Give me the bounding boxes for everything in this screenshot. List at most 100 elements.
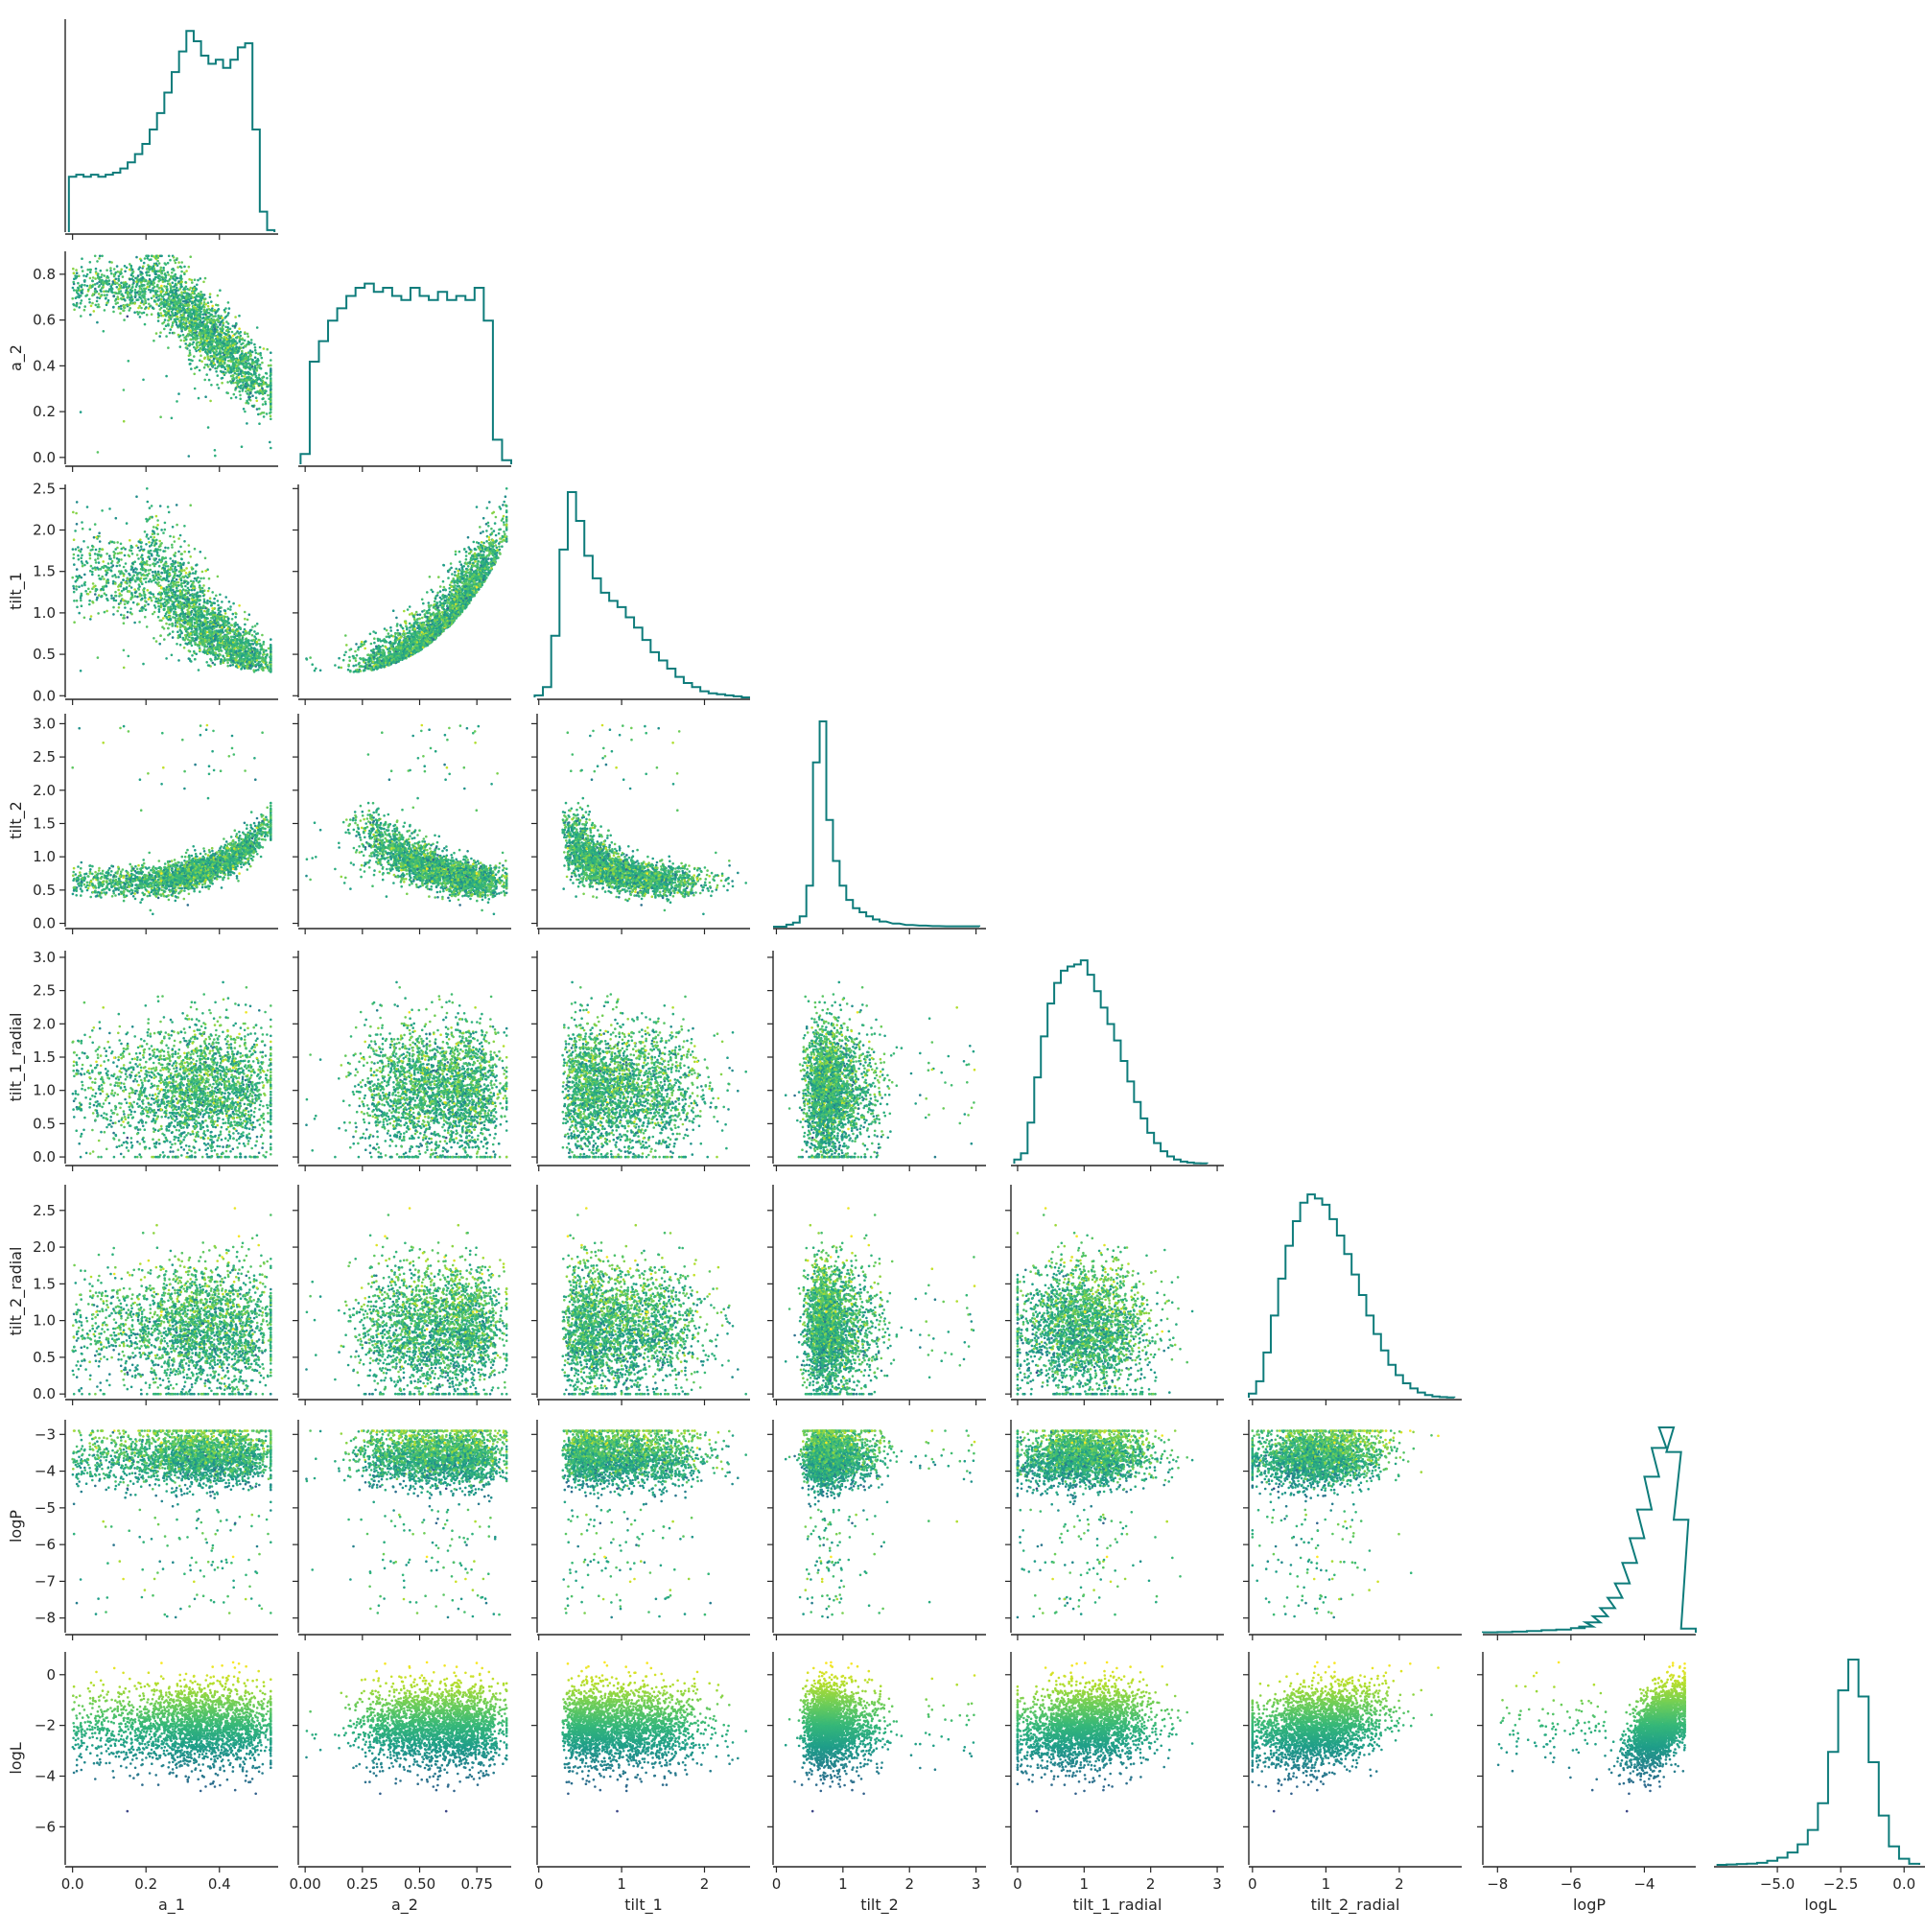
scatter-point xyxy=(169,259,172,262)
scatter-point xyxy=(259,412,262,415)
scatter-point xyxy=(203,379,206,382)
scatter-point xyxy=(176,321,178,324)
scatter-point xyxy=(156,284,159,287)
scatter-point xyxy=(191,279,194,282)
scatter-point xyxy=(266,348,269,351)
scatter-point xyxy=(114,299,117,302)
scatter-point xyxy=(176,303,178,306)
scatter-point xyxy=(195,325,198,328)
scatter-point xyxy=(100,290,103,293)
scatter-point xyxy=(200,299,202,302)
scatter-point xyxy=(147,283,150,286)
scatter-point xyxy=(211,360,214,363)
scatter-point xyxy=(85,275,88,278)
scatter-point xyxy=(207,426,210,429)
scatter-point xyxy=(147,286,150,289)
scatter-point xyxy=(236,330,239,333)
scatter-point xyxy=(78,287,81,290)
scatter-point xyxy=(202,281,205,284)
scatter-point xyxy=(141,295,144,297)
scatter-point xyxy=(176,277,179,280)
scatter-point xyxy=(103,330,106,333)
scatter-point xyxy=(167,273,170,276)
scatter-point xyxy=(167,271,170,274)
scatter-point xyxy=(196,284,199,287)
scatter-point xyxy=(217,318,220,320)
scatter-point xyxy=(204,318,207,320)
scatter-point xyxy=(189,354,192,357)
scatter-point xyxy=(222,377,224,380)
scatter-point xyxy=(199,342,201,344)
scatter-point xyxy=(216,354,219,357)
scatter-point xyxy=(116,265,119,268)
scatter-point xyxy=(134,277,137,280)
scatter-point xyxy=(72,268,75,271)
scatter-point xyxy=(92,293,95,295)
scatter-point xyxy=(157,298,160,301)
scatter-point xyxy=(130,302,133,305)
scatter-point xyxy=(243,360,246,363)
scatter-point xyxy=(153,255,155,258)
scatter-point xyxy=(240,385,243,388)
scatter-point xyxy=(171,311,174,314)
scatter-point xyxy=(131,272,134,275)
scatter-point xyxy=(230,382,233,385)
scatter-point xyxy=(124,265,127,268)
scatter-point xyxy=(89,277,92,280)
scatter-point xyxy=(222,330,224,333)
scatter-point xyxy=(141,279,144,282)
scatter-point xyxy=(143,291,146,294)
scatter-point xyxy=(204,277,207,280)
scatter-point xyxy=(232,325,235,328)
scatter-point xyxy=(182,334,185,337)
scatter-point xyxy=(270,367,272,370)
scatter-point xyxy=(118,279,121,282)
scatter-point xyxy=(238,332,241,335)
scatter-point xyxy=(151,313,153,316)
scatter-point xyxy=(248,389,251,391)
scatter-point xyxy=(228,307,231,310)
scatter-point xyxy=(118,291,121,294)
scatter-point xyxy=(78,306,81,309)
scatter-point xyxy=(270,359,272,362)
scatter-point xyxy=(128,309,130,312)
scatter-point xyxy=(94,288,97,291)
scatter-point xyxy=(123,420,126,423)
scatter-point xyxy=(216,350,219,353)
scatter-point xyxy=(191,302,194,305)
scatter-point xyxy=(96,260,99,263)
scatter-point xyxy=(163,280,166,283)
scatter-point xyxy=(144,297,147,300)
scatter-point xyxy=(119,272,122,275)
scatter-point xyxy=(264,390,267,393)
scatter-point xyxy=(270,374,272,377)
scatter-point xyxy=(109,267,112,270)
scatter-point xyxy=(119,312,122,315)
scatter-point xyxy=(128,285,130,288)
scatter-point xyxy=(142,265,145,268)
scatter-point xyxy=(220,356,223,359)
scatter-point xyxy=(131,286,134,289)
scatter-point xyxy=(211,365,214,367)
scatter-point xyxy=(153,278,156,281)
scatter-point xyxy=(250,373,253,376)
scatter-point xyxy=(202,304,205,307)
scatter-point xyxy=(185,338,188,341)
scatter-point xyxy=(194,321,197,324)
scatter-point xyxy=(146,314,149,317)
scatter-point xyxy=(259,378,262,381)
scatter-point xyxy=(137,279,140,282)
scatter-point xyxy=(179,345,182,348)
scatter-point xyxy=(199,321,201,324)
scatter-point xyxy=(224,368,227,371)
scatter-point xyxy=(96,300,99,303)
scatter-point xyxy=(101,287,104,290)
scatter-point xyxy=(203,310,206,313)
scatter-point xyxy=(245,355,247,358)
scatter-point xyxy=(217,295,220,297)
scatter-point xyxy=(269,441,271,444)
scatter-point xyxy=(157,319,160,322)
scatter-point xyxy=(97,276,100,279)
scatter-point xyxy=(176,316,179,318)
scatter-point xyxy=(165,375,168,378)
